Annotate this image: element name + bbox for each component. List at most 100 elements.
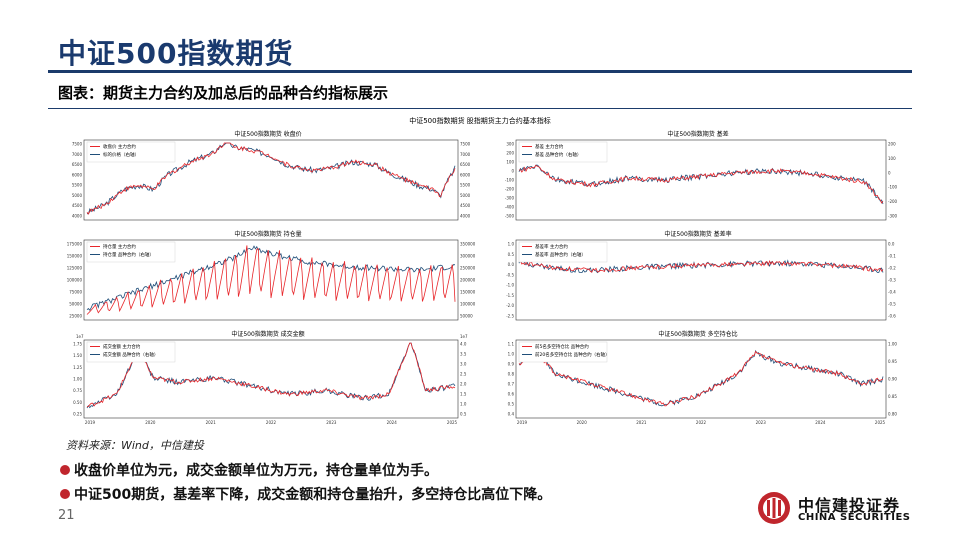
y-left-tick-label: 25000 xyxy=(69,314,82,319)
y-left-tick-label: 1.1 xyxy=(508,342,515,347)
y-left-tick-label: 6000 xyxy=(72,172,83,177)
y-left-tick-label: 4000 xyxy=(72,214,83,219)
y-left-tick-label: -200 xyxy=(505,187,515,192)
figure-title: 中证500指数期货 股指期货主力合约基本指标 xyxy=(409,117,551,125)
source-note: 资料来源：Wind，中信建投 xyxy=(66,439,204,452)
x-tick-label: 2024 xyxy=(387,420,398,425)
series-line xyxy=(86,245,456,315)
y-left-tick-label: 100 xyxy=(506,160,514,165)
x-tick-label: 2019 xyxy=(85,420,96,425)
y-right-tick-label: 250000 xyxy=(460,266,476,271)
y-left-tick-label: 1.75 xyxy=(73,342,82,347)
chart-title: 中证500指数期货 成交金额 xyxy=(231,330,304,338)
y-left-tick-label: 0.5 xyxy=(508,402,515,407)
series-line xyxy=(86,142,456,215)
y-left-tick-label: 0.75 xyxy=(73,388,82,393)
y-right-tick-label: 100 xyxy=(888,156,896,161)
plot-area xyxy=(83,139,459,221)
legend-label: 标的价格（右轴） xyxy=(103,151,139,158)
y-left-tick-label: 1.25 xyxy=(73,365,82,370)
y-left-tick-label: 0.25 xyxy=(73,412,82,417)
legend-label: 前20名多空持仓比 品种合约（右轴） xyxy=(535,351,610,358)
legend-label: 持仓量 品种合约（右轴） xyxy=(103,251,154,258)
y-right-tick-label: -300 xyxy=(888,214,898,219)
y-right-tick-label: -0.4 xyxy=(888,290,896,295)
y-right-tick-label: 1.0 xyxy=(460,402,467,407)
y-left-tick-label: 0.9 xyxy=(508,362,515,367)
y-left-tick-label: 175000 xyxy=(67,242,83,247)
title-divider xyxy=(48,70,912,73)
chart-svg: 中证500指数期货 基差 300 200 100 0 -100 -200 -300 -400 -5… xyxy=(505,130,898,221)
legend-label: 基差 主力合约 xyxy=(535,143,564,150)
y-right-tick-label: -0.3 xyxy=(888,278,896,283)
y-left-tick-label: -300 xyxy=(505,196,515,201)
page-number: 21 xyxy=(58,508,75,523)
x-tick-label: 2020 xyxy=(577,420,588,425)
y-left-tick-label: 50000 xyxy=(69,302,82,307)
y-right-tick-label: 3.5 xyxy=(460,352,467,357)
y-right-tick-label: 4000 xyxy=(460,214,471,219)
series-line xyxy=(518,350,884,407)
y-right-tick-label: 200 xyxy=(888,142,896,147)
chart-panel-open-interest: 中证500指数期货 持仓量 175000 150000 125000 100000 750… xyxy=(56,228,480,326)
y-left-tick-label: 125000 xyxy=(67,266,83,271)
y-left-unit: 1e7 xyxy=(76,334,84,339)
y-right-tick-label: 6500 xyxy=(460,162,471,167)
y-right-tick-label: 300000 xyxy=(460,254,476,259)
series-line xyxy=(87,342,456,407)
company-logo: 中信建投证券 CHINA SECURITIES xyxy=(756,490,916,526)
x-tick-label: 2020 xyxy=(145,420,156,425)
chart-title: 中证500指数期货 多空持仓比 xyxy=(658,330,737,338)
y-left-tick-label: -500 xyxy=(505,214,515,219)
chart-panel-basis: 中证500指数期货 基差 300 200 100 0 -100 -200 -300 -400 -5… xyxy=(488,128,908,226)
chart-title: 中证500指数期货 持仓量 xyxy=(234,230,301,238)
chart-panel-turnover: 中证500指数期货 成交金额 1.75 1.50 1.25 1.00 0.75 0.50 0.… xyxy=(56,328,480,432)
y-left-tick-label: 6500 xyxy=(72,162,83,167)
chart-svg: 中证500指数期货 基差率 1.0 0.5 0.0 -0.5 -1.0 -1.5 -2.0 -2… xyxy=(506,230,896,321)
legend-label: 基差率 主力合约 xyxy=(535,243,568,250)
y-right-tick-label: 4500 xyxy=(460,203,471,208)
note-item: 收盘价单位为元，成交金额单位为万元，持仓量单位为手。 xyxy=(60,460,438,480)
y-left-tick-label: 0.8 xyxy=(508,372,515,377)
y-left-tick-label: -1.5 xyxy=(506,293,514,298)
note-text: 中证500期货，基差率下降，成交金额和持仓量抬升，多空持仓比高位下降。 xyxy=(74,487,552,503)
china-securities-logo-icon xyxy=(758,492,790,524)
y-right-tick-label: 200000 xyxy=(460,278,476,283)
figure-caption: 图表：期货主力合约及加总后的品种合约指标展示 xyxy=(58,84,389,102)
y-right-tick-label: 0.0 xyxy=(888,242,895,247)
chart-svg: 中证500指数期货 多空持仓比 1.1 1.0 0.9 0.8 0.7 0.6 0.5 0.4 1… xyxy=(508,330,898,425)
y-left-tick-label: 1.00 xyxy=(73,377,82,382)
y-right-tick-label: 1.5 xyxy=(460,392,467,397)
y-left-tick-label: 100000 xyxy=(67,278,83,283)
y-right-tick-label: 0.5 xyxy=(460,412,467,417)
y-left-tick-label: 0.7 xyxy=(508,382,515,387)
bullet-icon xyxy=(60,465,70,475)
x-tick-label: 2023 xyxy=(756,420,767,425)
y-right-tick-label: 1.00 xyxy=(888,342,897,347)
y-right-tick-label: 5000 xyxy=(460,193,471,198)
logo-name-cn: 中信建投证券 xyxy=(798,496,901,515)
caption-divider xyxy=(48,108,912,109)
plot-area xyxy=(515,139,887,221)
legend-label: 前5名多空持仓比 品种合约 xyxy=(535,343,589,350)
chart-svg: 中证500指数期货 持仓量 175000 150000 125000 100000 750… xyxy=(67,230,476,321)
chart-svg: 中证500指数期货 收盘价 7500 7000 6500 6000 5500 5000 450… xyxy=(72,130,471,221)
y-right-tick-label: 0.80 xyxy=(888,412,897,417)
legend-label: 成交金额 主力合约 xyxy=(103,343,141,350)
series-line xyxy=(518,164,884,204)
chart-panel-close-price: 中证500指数期货 收盘价 7500 7000 6500 6000 5500 5000 450… xyxy=(56,128,480,226)
y-left-tick-label: 0 xyxy=(511,169,514,174)
x-tick-label: 2022 xyxy=(696,420,707,425)
y-right-tick-label: 0 xyxy=(888,170,891,175)
y-left-tick-label: -400 xyxy=(505,205,515,210)
plot-area xyxy=(515,339,887,419)
legend-label: 收盘价 主力合约 xyxy=(103,143,136,150)
y-left-tick-label: 150000 xyxy=(67,254,83,259)
chart-figure: 中证500指数期货 股指期货主力合约基本指标 中证500指数期货 收盘价 7500… xyxy=(48,112,912,434)
x-tick-label: 2025 xyxy=(447,420,458,425)
